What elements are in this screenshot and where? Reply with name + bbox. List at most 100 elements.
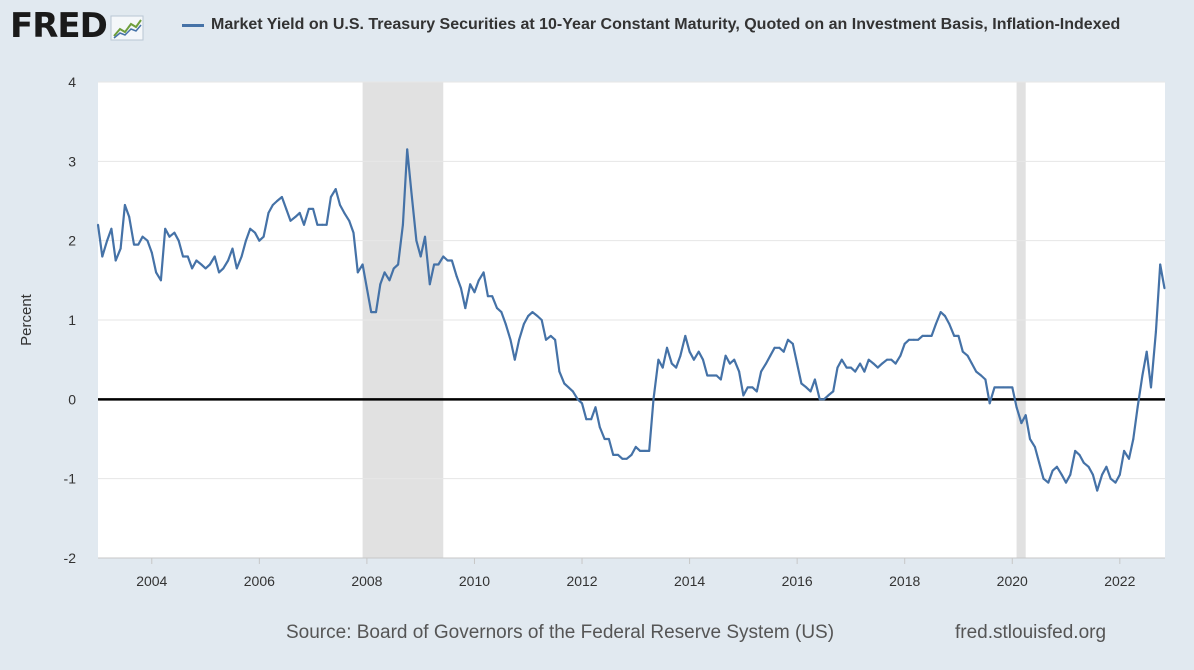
data-point (258, 239, 261, 242)
data-point (401, 223, 404, 226)
data-point (563, 382, 566, 385)
data-point (603, 438, 606, 440)
data-point (778, 346, 781, 349)
data-point (899, 354, 902, 357)
data-point (208, 263, 211, 266)
fred-logo[interactable]: FRED (10, 6, 144, 46)
data-point (1145, 350, 1148, 353)
data-point (177, 239, 180, 242)
data-point (240, 255, 243, 258)
data-point (702, 358, 704, 361)
data-point (159, 279, 162, 282)
data-point (634, 445, 637, 448)
data-point (1101, 473, 1104, 476)
data-point (1033, 445, 1036, 448)
data-point (845, 366, 848, 369)
data-point (625, 457, 628, 460)
data-point (715, 374, 718, 377)
data-point (993, 386, 996, 389)
data-point (1087, 465, 1090, 468)
data-point (469, 283, 472, 286)
data-point (307, 207, 310, 210)
data-point (1114, 481, 1117, 484)
data-point (150, 251, 153, 254)
data-point (334, 188, 337, 191)
data-point (867, 358, 870, 361)
data-point (648, 449, 651, 452)
data-point (666, 346, 668, 349)
data-point (567, 386, 570, 389)
data-point (249, 227, 252, 230)
source-url[interactable]: fred.stlouisfed.org (955, 622, 1107, 643)
data-point (773, 346, 776, 349)
x-tick-label: 2014 (674, 573, 705, 589)
data-point (1078, 453, 1081, 456)
data-point (926, 334, 929, 337)
data-point (953, 334, 956, 337)
data-point (966, 354, 969, 357)
data-point (123, 204, 126, 206)
y-tick-label: 2 (68, 233, 76, 249)
data-point (442, 255, 445, 258)
data-point (1096, 489, 1099, 492)
data-point (446, 259, 449, 262)
source-note: Source: Board of Governors of the Federa… (286, 622, 835, 643)
data-point (473, 291, 476, 294)
data-point (522, 323, 525, 325)
data-point (813, 378, 816, 381)
data-point (970, 362, 973, 365)
data-point (289, 219, 292, 222)
data-point (643, 449, 646, 452)
data-point (235, 267, 238, 270)
data-point (513, 358, 516, 361)
data-point (450, 259, 453, 262)
data-point (765, 362, 767, 365)
data-point (746, 386, 749, 389)
y-tick-label: -1 (64, 471, 77, 487)
data-point (339, 204, 341, 206)
data-point (406, 148, 409, 151)
data-point (1007, 386, 1009, 389)
data-point (329, 196, 332, 198)
data-point (1128, 457, 1130, 460)
data-point (119, 247, 122, 250)
data-point (832, 390, 835, 393)
data-point (182, 255, 184, 258)
data-point (213, 255, 216, 258)
data-point (540, 319, 543, 321)
x-tick-label: 2022 (1104, 573, 1135, 589)
data-point (863, 370, 866, 373)
data-point (742, 394, 745, 397)
data-point (191, 267, 194, 270)
data-point (576, 398, 579, 401)
data-point (173, 231, 176, 234)
data-point (639, 449, 642, 452)
data-point (738, 370, 741, 373)
data-point (719, 378, 722, 381)
data-point (791, 342, 794, 345)
data-point (894, 362, 897, 365)
y-tick-label: 1 (68, 312, 76, 328)
data-point (809, 390, 812, 393)
data-point (200, 263, 203, 266)
data-point (1069, 473, 1072, 476)
data-point (661, 366, 664, 369)
data-point (684, 334, 687, 337)
data-point (222, 267, 225, 270)
data-point (997, 386, 1000, 389)
data-point (168, 235, 171, 238)
data-point (939, 311, 942, 314)
data-point (280, 196, 283, 198)
data-point (254, 231, 256, 234)
data-point (975, 370, 978, 373)
data-point (675, 366, 678, 369)
x-tick-label: 2012 (566, 573, 597, 589)
data-point (1051, 469, 1054, 472)
data-point (285, 207, 288, 210)
data-point (1055, 465, 1058, 468)
y-tick-label: 3 (68, 153, 76, 169)
data-point (415, 239, 418, 242)
data-point (312, 207, 315, 210)
data-point (486, 295, 489, 298)
